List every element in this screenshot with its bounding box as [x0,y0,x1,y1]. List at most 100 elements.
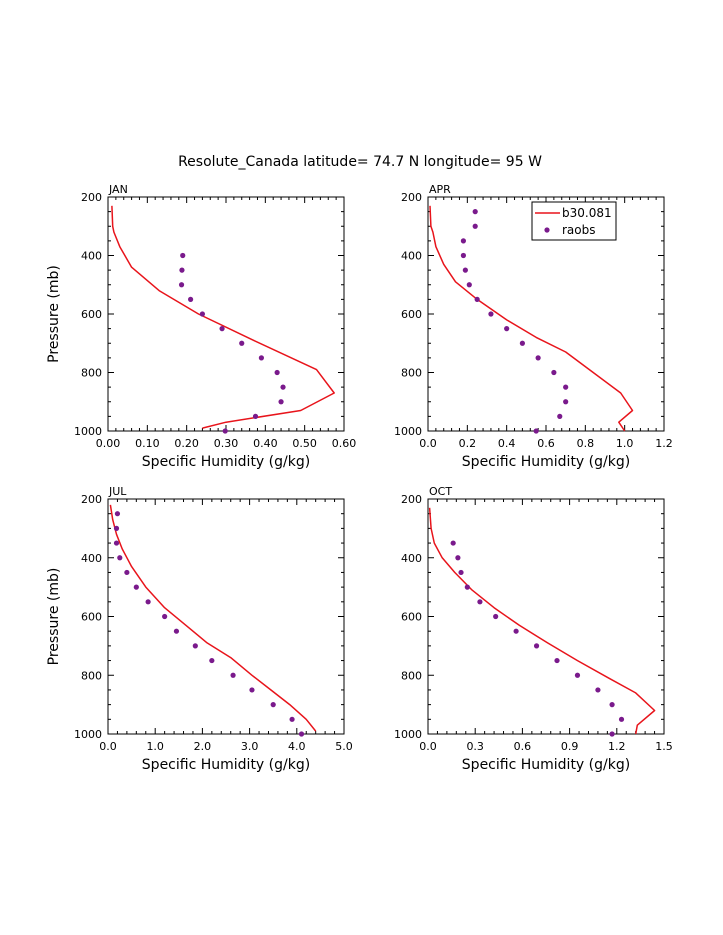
panel-apr: APR 0.0 0.2 0.4 0.6 0.8 1.0 1.2 200 400 600 800 1000… [394,183,673,470]
y-tick-label: 1000 [74,728,102,741]
obs-point [460,252,466,259]
obs-point [180,252,186,259]
obs-point [178,282,185,288]
x-tick-label: 0.6 [537,437,555,450]
obs-point [280,384,286,390]
obs-point [252,413,259,419]
y-axis-title-jan: Pressure (mb) [46,265,62,363]
obs-point [450,540,456,546]
obs-point [179,267,185,273]
legend-label-model: b30.081 [562,206,612,220]
obs-point [519,340,526,346]
x-tick-label: 0.50 [292,437,317,450]
obs-point [472,223,478,229]
y-tick-label: 200 [81,493,102,506]
panel-label-oct: OCT [429,485,452,498]
obs-point [554,657,560,664]
obs-point [513,628,519,634]
x-axis-title-jan: Specific Humidity (g/kg) [142,454,310,470]
panel-label-jul: JUL [108,485,127,498]
y-tick-label: 400 [401,552,422,565]
obs-point [535,355,541,361]
model-line-jul [109,504,317,732]
obs-point [258,355,264,361]
panel-label-jan: JAN [108,183,128,196]
x-tick-label: 1.0 [146,740,164,753]
panel-jan: JAN 0.00 0.10 0.20 0.30 0.40 0.50 0.60 200 400 600… [46,183,356,470]
y-tick-label: 200 [401,191,422,204]
model-line-oct [428,507,656,735]
x-tick-label: 1.0 [616,437,634,450]
y-tick-label: 400 [81,552,102,565]
x-tick-label: 0.60 [332,437,357,450]
x-tick-label: 0.40 [253,437,278,450]
obs-point [188,296,194,302]
obs-point [533,643,540,649]
panel-jul: JUL 0.0 1.0 2.0 3.0 4.0 5.0 200 400 600 800 1000 Spe… [46,485,353,773]
obs-point [145,599,151,605]
figure-title: Resolute_Canada latitude= 74.7 N longitu… [178,154,542,170]
obs-point [466,282,472,288]
x-tick-label: 5.0 [335,740,353,753]
obs-point [474,296,480,302]
x-tick-label: 3.0 [241,740,259,753]
y-axis-title-jul: Pressure (mb) [46,568,62,666]
x-tick-label: 0.9 [561,740,579,753]
model-line-apr [429,205,634,432]
obs-point [239,340,245,346]
y-tick-label: 400 [401,250,422,263]
x-tick-label: 1.2 [655,437,673,450]
obs-point [249,687,255,693]
x-tick-label: 0.3 [466,740,484,753]
y-tick-label: 600 [81,308,102,321]
obs-point [533,428,539,434]
obs-point [563,384,569,390]
y-tick-label: 400 [81,250,102,263]
obs-point [230,672,236,678]
obs-point [278,399,284,405]
x-tick-label: 0.6 [514,740,532,753]
x-tick-label: 0.0 [99,740,117,753]
obs-point [270,702,276,708]
obs-point [618,716,625,722]
obs-point [114,511,121,517]
x-tick-label: 0.0 [419,740,437,753]
legend: b30.081 raobs [531,201,617,241]
obs-point [557,413,563,419]
obs-point [458,569,464,576]
x-tick-label: 0.0 [419,437,437,450]
obs-point [113,525,120,531]
obs-point [117,555,123,561]
x-tick-label: 4.0 [288,740,306,753]
y-tick-label: 1000 [74,425,102,438]
panels: JAN 0.00 0.10 0.20 0.30 0.40 0.50 0.60 200 400 600… [46,183,673,773]
obs-point [289,716,295,722]
y-tick-label: 1000 [394,425,422,438]
obs-point [488,311,494,317]
x-tick-label: 0.8 [577,437,595,450]
x-axis-title-apr: Specific Humidity (g/kg) [462,454,630,470]
y-tick-label: 800 [401,367,422,380]
obs-point [477,599,483,605]
obs-point [551,369,557,376]
obs-point [563,399,569,405]
x-tick-label: 0.20 [174,437,199,450]
x-tick-label: 2.0 [194,740,212,753]
obs-point [595,687,601,693]
obs-point [199,311,205,317]
x-tick-label: 1.5 [655,740,673,753]
y-tick-label: 1000 [394,728,422,741]
y-tick-label: 800 [401,669,422,682]
obs-point [113,540,120,546]
obs-point [462,267,468,273]
legend-box [531,201,617,241]
x-axis-title-oct: Specific Humidity (g/kg) [462,757,630,773]
legend-marker-swatch [544,227,550,233]
y-tick-label: 600 [81,611,102,624]
obs-point [455,555,461,561]
obs-point [609,702,615,708]
obs-point [274,369,280,376]
obs-point [124,569,130,576]
